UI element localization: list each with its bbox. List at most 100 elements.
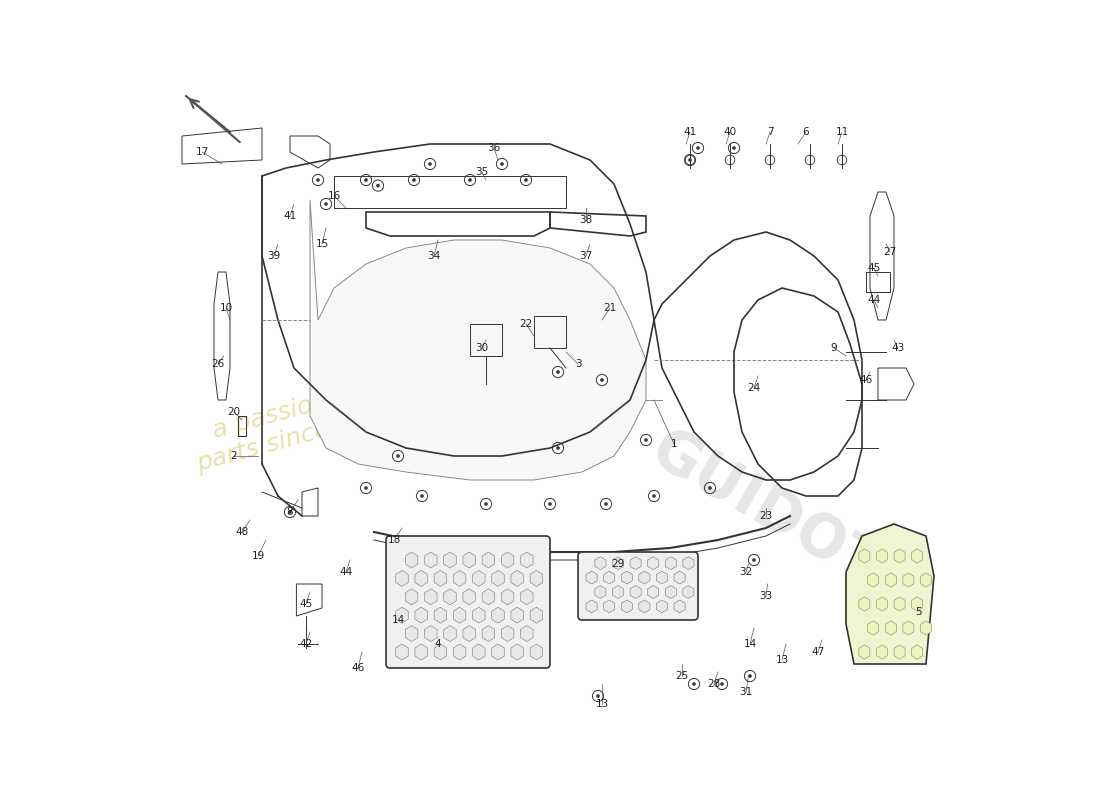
Polygon shape (886, 573, 896, 587)
Circle shape (696, 146, 700, 150)
Polygon shape (473, 570, 485, 586)
Text: 40: 40 (724, 127, 737, 137)
Circle shape (317, 178, 320, 182)
Text: 14: 14 (392, 615, 405, 625)
Polygon shape (453, 570, 465, 586)
Text: 34: 34 (428, 251, 441, 261)
Text: 48: 48 (235, 527, 249, 537)
Circle shape (376, 184, 380, 187)
Polygon shape (639, 571, 650, 584)
FancyBboxPatch shape (386, 536, 550, 668)
Polygon shape (604, 600, 615, 613)
Text: 29: 29 (612, 559, 625, 569)
Polygon shape (877, 645, 888, 659)
Polygon shape (666, 586, 676, 598)
Polygon shape (648, 557, 659, 570)
Text: 2: 2 (231, 451, 238, 461)
Text: 30: 30 (475, 343, 488, 353)
Polygon shape (903, 621, 914, 635)
Polygon shape (530, 644, 542, 660)
Polygon shape (621, 600, 632, 613)
Circle shape (396, 454, 399, 458)
Polygon shape (310, 200, 646, 480)
Text: 3: 3 (574, 359, 581, 369)
Text: GUIDOTS: GUIDOTS (640, 421, 926, 619)
Polygon shape (520, 589, 534, 605)
Polygon shape (512, 570, 524, 586)
Polygon shape (604, 571, 615, 584)
Polygon shape (415, 607, 428, 623)
Circle shape (364, 178, 367, 182)
Circle shape (596, 694, 600, 698)
Text: 32: 32 (739, 567, 752, 577)
Polygon shape (434, 644, 447, 660)
Polygon shape (396, 607, 408, 623)
Polygon shape (859, 549, 870, 563)
Polygon shape (482, 552, 495, 568)
Polygon shape (613, 586, 624, 598)
Text: 5: 5 (915, 607, 922, 617)
Polygon shape (396, 644, 408, 660)
Polygon shape (492, 570, 504, 586)
Polygon shape (396, 570, 408, 586)
Circle shape (557, 370, 560, 374)
Circle shape (420, 494, 424, 498)
Polygon shape (586, 600, 597, 613)
Circle shape (720, 682, 724, 686)
Polygon shape (595, 586, 606, 598)
Polygon shape (912, 645, 923, 659)
FancyBboxPatch shape (578, 552, 698, 620)
Text: 43: 43 (891, 343, 904, 353)
Polygon shape (463, 626, 475, 642)
Polygon shape (463, 589, 475, 605)
Polygon shape (683, 557, 694, 570)
Text: 26: 26 (211, 359, 224, 369)
Text: 24: 24 (747, 383, 760, 393)
Polygon shape (443, 589, 456, 605)
Circle shape (288, 510, 292, 514)
Text: 9: 9 (830, 343, 837, 353)
Text: 33: 33 (759, 591, 772, 601)
Polygon shape (492, 644, 504, 660)
Polygon shape (630, 586, 641, 598)
Polygon shape (482, 626, 495, 642)
Circle shape (708, 486, 712, 490)
Text: 45: 45 (868, 263, 881, 273)
Circle shape (500, 162, 504, 166)
Circle shape (428, 162, 431, 166)
Circle shape (601, 378, 604, 382)
Polygon shape (912, 549, 923, 563)
Polygon shape (621, 571, 632, 584)
Circle shape (364, 486, 367, 490)
Text: 8: 8 (287, 507, 294, 517)
Polygon shape (425, 589, 437, 605)
Polygon shape (492, 607, 504, 623)
Text: 15: 15 (316, 239, 329, 249)
Polygon shape (502, 626, 514, 642)
Polygon shape (674, 600, 685, 613)
Polygon shape (586, 571, 597, 584)
Text: 38: 38 (580, 215, 593, 225)
Text: 47: 47 (812, 647, 825, 657)
Polygon shape (530, 607, 542, 623)
Circle shape (324, 202, 328, 206)
Polygon shape (894, 645, 905, 659)
Text: 13: 13 (776, 655, 789, 665)
Polygon shape (903, 573, 914, 587)
Polygon shape (894, 549, 905, 563)
Text: 1: 1 (671, 439, 678, 449)
Polygon shape (512, 644, 524, 660)
Circle shape (752, 558, 756, 562)
Polygon shape (868, 621, 879, 635)
Circle shape (689, 158, 692, 162)
Text: 45: 45 (299, 599, 312, 609)
Circle shape (484, 502, 487, 506)
Text: 4: 4 (434, 639, 441, 649)
Circle shape (692, 682, 695, 686)
Polygon shape (453, 607, 465, 623)
Circle shape (525, 178, 528, 182)
Circle shape (645, 438, 648, 442)
Polygon shape (859, 645, 870, 659)
Text: 46: 46 (859, 375, 872, 385)
Text: 7: 7 (767, 127, 773, 137)
